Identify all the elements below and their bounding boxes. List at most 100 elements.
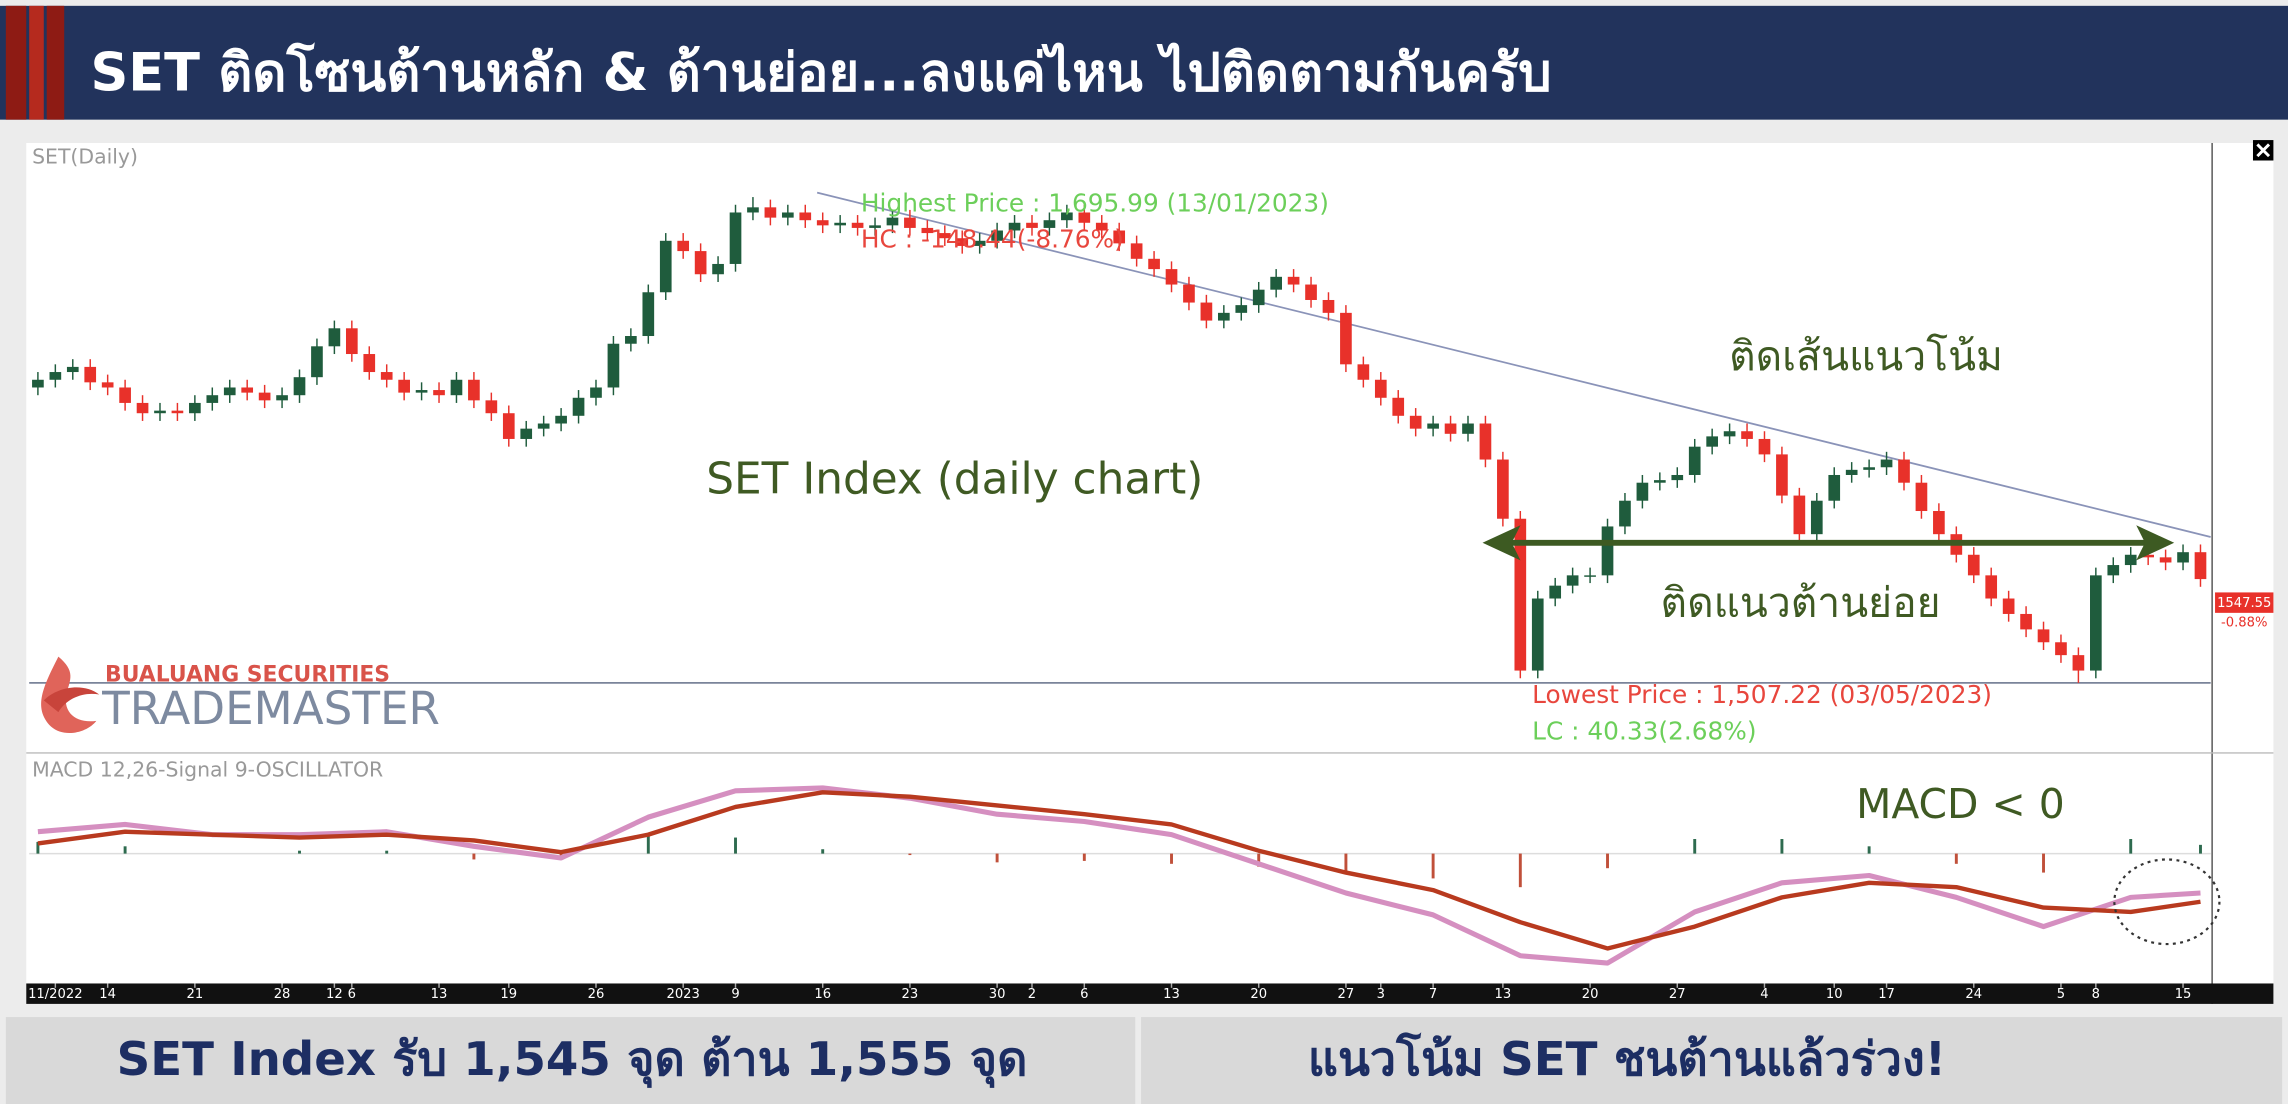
candle-body (886, 217, 899, 226)
candle-body (712, 263, 724, 275)
x-axis: 11/2022 14 21 28 12 6 13 19 26 2023 9 16 23 30 2 6 13 20 2… (28, 983, 2191, 1002)
candle-body (1200, 302, 1213, 321)
x-tick-label: 6 (348, 987, 356, 1002)
header-stripe (29, 5, 44, 120)
candle-body (1758, 438, 1771, 455)
candle-body (781, 212, 794, 218)
candle-body (2072, 655, 2085, 671)
macd (36, 785, 2202, 966)
candle-body (677, 240, 690, 252)
candle-body (2194, 552, 2207, 580)
candle-body (2020, 613, 2032, 630)
candle-body (1322, 299, 1335, 313)
x-tick-label: 9 (731, 987, 739, 1002)
candle-body (1479, 423, 1492, 460)
candle-body (189, 402, 201, 414)
candle-body (1810, 500, 1823, 535)
x-tick-label: 16 (814, 987, 831, 1002)
candle-body (258, 392, 271, 401)
candle-body (625, 336, 637, 344)
logo-company: BUALUANG SECURITIES (105, 663, 390, 688)
x-tick-label: 28 (274, 987, 291, 1002)
candle-body (1409, 415, 1422, 429)
candle-body (816, 220, 829, 226)
candle-body (171, 410, 184, 414)
x-tick-label: 23 (902, 987, 919, 1002)
candle-body (1165, 269, 1178, 285)
candle-body (1688, 446, 1701, 475)
header-stripe (5, 5, 27, 120)
candle-body (206, 395, 219, 403)
candle-body (1427, 423, 1439, 429)
candle-body (485, 400, 498, 414)
candle-body (1776, 454, 1788, 496)
logo-icon (41, 656, 97, 734)
candle-body (1008, 222, 1021, 231)
x-tick-label: 3 (1377, 987, 1385, 1002)
trend-line (816, 191, 2211, 538)
candle-body (49, 372, 62, 380)
x-tick-label: 5 (2057, 987, 2065, 1002)
candle-body (1252, 289, 1265, 306)
candle-body (555, 415, 567, 424)
candle-body (293, 377, 306, 396)
footer-box (5, 1017, 1136, 1104)
candle-body (956, 238, 969, 246)
candle-body (1078, 212, 1091, 223)
footer-box (1141, 1017, 2283, 1104)
date-axis (26, 983, 2274, 1004)
callout: ติดเส้นแนวโน้ม (1729, 332, 2003, 380)
candle-body (276, 395, 288, 401)
candle-body (1636, 482, 1649, 501)
x-tick-label: 2 (1028, 987, 1036, 1002)
macd-title: MACD 12,26-Signal 9-OSCILLATOR (32, 757, 383, 781)
candle-body (729, 212, 742, 264)
candle-body (1183, 284, 1195, 303)
candle-body (642, 292, 655, 337)
candle-body (764, 207, 777, 218)
candle-body (2037, 629, 2050, 643)
x-tick-label: 19 (500, 987, 517, 1002)
candle-body (2177, 552, 2189, 563)
candle-body (2055, 642, 2067, 656)
candle-body (851, 222, 864, 228)
candle-body (2124, 554, 2137, 566)
annotation: LC : 40.33(2.68%) (1532, 716, 1756, 745)
candle-body (1915, 482, 1928, 512)
candle-body (590, 387, 602, 398)
candle-body (520, 428, 533, 439)
footer-left: SET Index รับ 1,545 จุด ต้าน 1,555 จุด (117, 1033, 1028, 1088)
candle-body (1549, 585, 1562, 599)
candle-body (1497, 459, 1509, 519)
macd-line (37, 790, 2201, 951)
logo-brand: TRADEMASTER (101, 682, 440, 735)
candle-body (328, 328, 341, 347)
candle-body (1514, 518, 1527, 671)
chart-title: SET(Daily) (32, 145, 138, 169)
candle-body (659, 240, 672, 293)
x-tick-label: 7 (1429, 987, 1437, 1002)
x-tick-label: 6 (1080, 987, 1088, 1002)
candle-body (904, 217, 916, 228)
candle-body (1287, 276, 1300, 285)
candle-body (2090, 575, 2102, 671)
candle-body (1741, 431, 1753, 439)
candle-body (433, 390, 445, 396)
candle-body (1793, 495, 1806, 535)
candle-body (398, 379, 410, 393)
candle-body (380, 372, 393, 380)
candle-body (1619, 500, 1631, 527)
x-tick-label: 17 (1878, 987, 1895, 1002)
candle-body (415, 390, 428, 393)
candle-body (1671, 474, 1684, 481)
candle-body (119, 387, 131, 403)
x-tick-label: 14 (99, 987, 116, 1002)
x-tick-label: 13 (1163, 987, 1180, 1002)
callout: SET Index (daily chart) (706, 454, 1203, 505)
callout: MACD < 0 (1856, 780, 2065, 828)
candle-body (1723, 431, 1736, 437)
candle-body (32, 379, 44, 388)
candle-body (450, 379, 463, 396)
x-tick-label: 24 (1965, 987, 1982, 1002)
